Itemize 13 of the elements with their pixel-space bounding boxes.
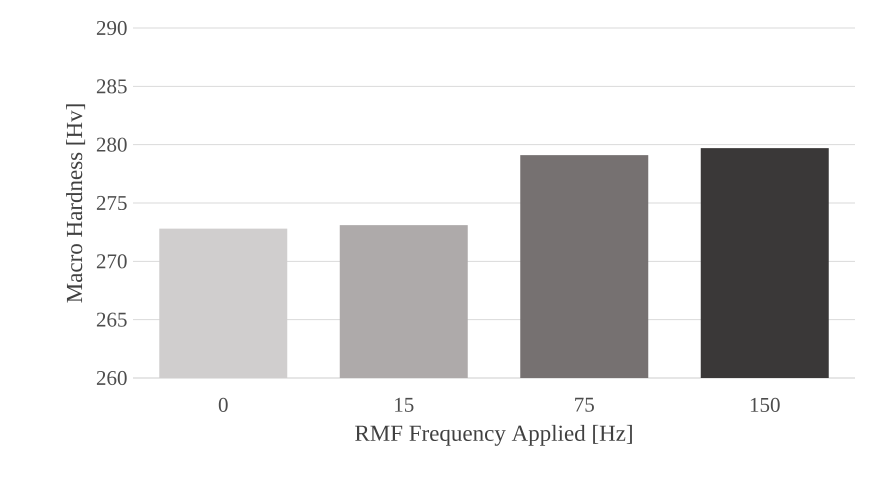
x-axis-title: RMF Frequency Applied [Hz] xyxy=(355,424,632,446)
y-tick-label: 270 xyxy=(96,254,127,268)
y-tick-label: 280 xyxy=(96,138,127,152)
x-tick-label: 15 xyxy=(395,398,414,412)
y-tick-label: 265 xyxy=(96,312,127,327)
x-tick-label: 75 xyxy=(575,398,594,412)
y-tick-label: 290 xyxy=(96,20,127,36)
x-tick-label: 150 xyxy=(750,398,780,412)
y-tick-label: 285 xyxy=(96,79,127,94)
y-tick-label: 260 xyxy=(96,370,127,386)
x-tick-label: 0 xyxy=(218,398,228,412)
y-axis-title: Macro Hardness [Hv] xyxy=(66,104,86,303)
y-tick-label: 275 xyxy=(96,196,127,210)
